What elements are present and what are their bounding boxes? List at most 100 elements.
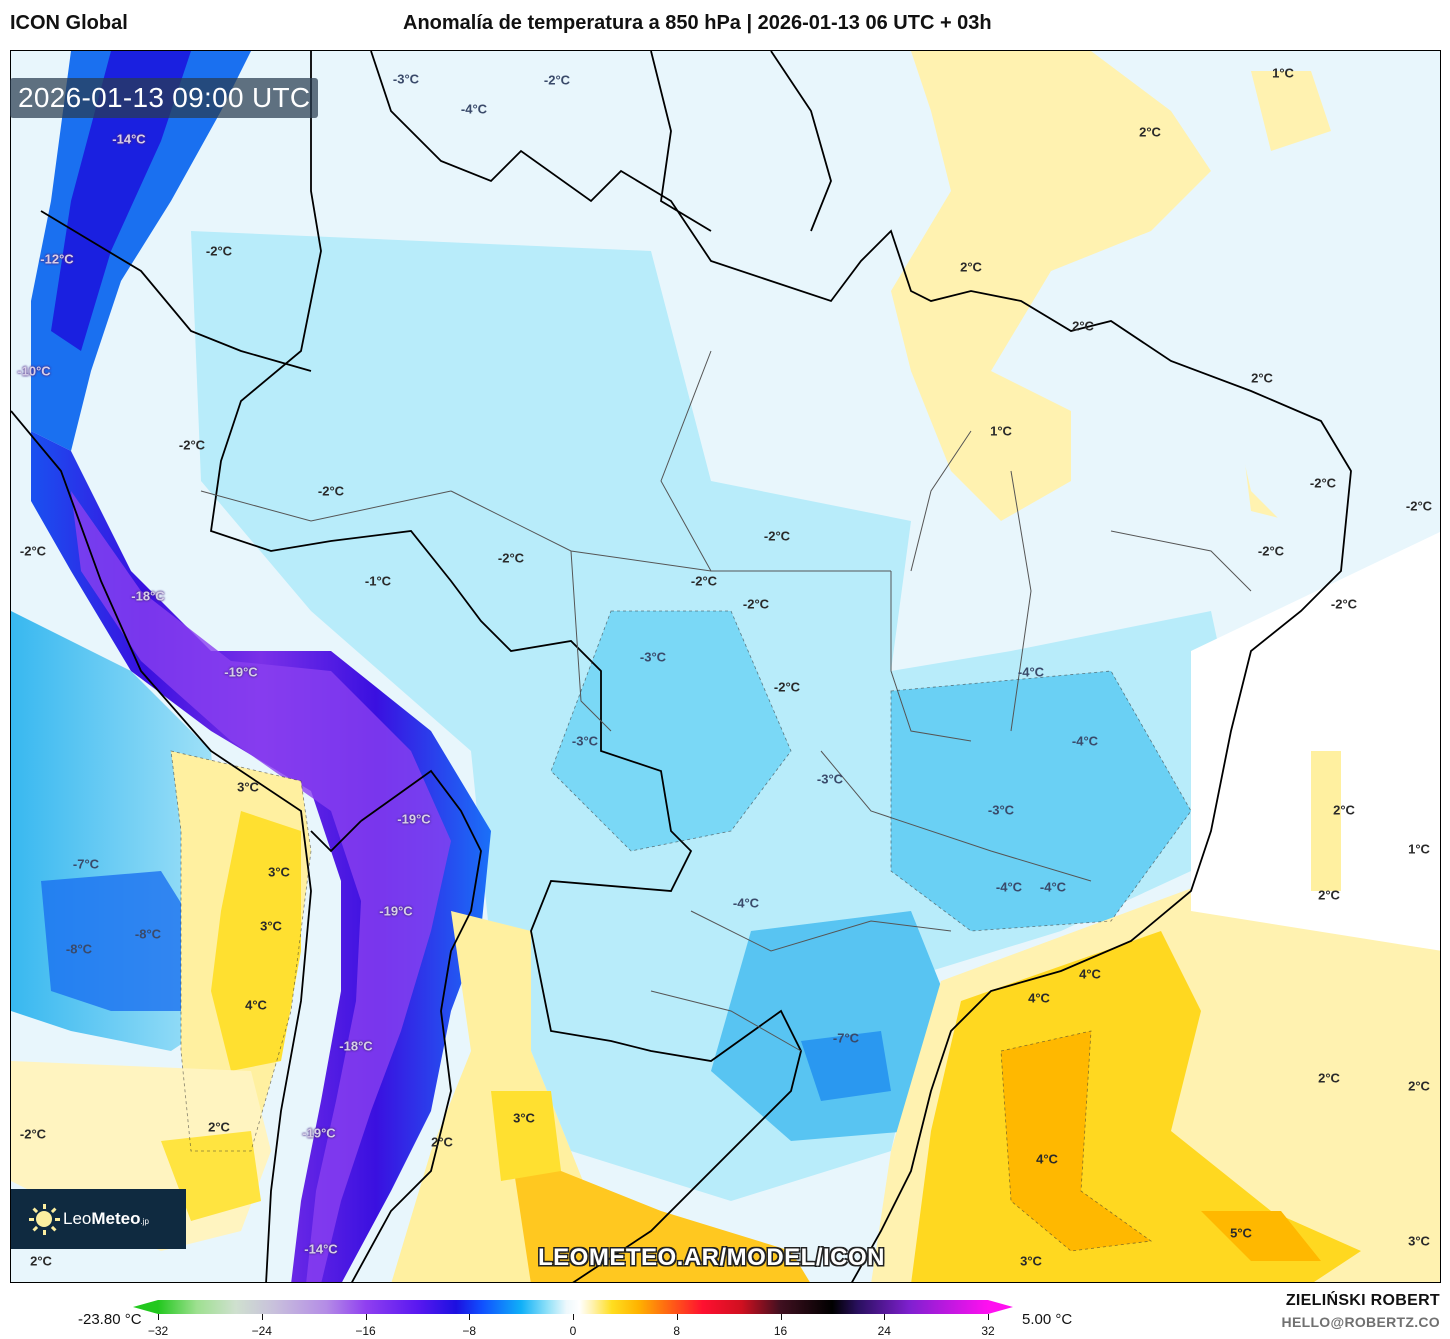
author-email[interactable]: HELLO@ROBERTZ.CO [1281, 1314, 1440, 1330]
contour-label: -3°C [392, 71, 420, 87]
contour-label: -2°C [205, 243, 233, 259]
contour-label: -14°C [112, 131, 146, 147]
contour-label: -4°C [1039, 879, 1067, 895]
colorbar-tick [469, 1314, 471, 1320]
colorbar-tick [780, 1314, 782, 1320]
contour-label: -4°C [1017, 664, 1045, 680]
contour-label: -2°C [497, 550, 525, 566]
colorbar-tick-label: −16 [355, 1324, 376, 1338]
colorbar-tick-label: 24 [877, 1324, 891, 1338]
watermark-url: LEOMETEO.AR/MODEL/ICON [538, 1244, 885, 1271]
colorbar-max-arrow [988, 1300, 1013, 1314]
contour-label: 2°C [1318, 1070, 1340, 1086]
contour-label: 3°C [237, 779, 259, 795]
contour-label: -19°C [224, 664, 258, 680]
colorbar [133, 1300, 1013, 1314]
colorbar-tick-label: 32 [981, 1324, 995, 1338]
colorbar-tick [573, 1314, 574, 1320]
colorbar-tick [676, 1314, 678, 1320]
contour-label: -2°C [19, 1126, 47, 1142]
contour-label: -4°C [460, 101, 488, 117]
valid-time-badge: 2026-01-13 09:00 UTC [10, 78, 319, 118]
colorbar-tick [884, 1314, 886, 1320]
contour-label: -14°C [304, 1241, 338, 1257]
contour-label: -3°C [987, 802, 1015, 818]
contour-label: -2°C [742, 596, 770, 612]
contour-label: -8°C [65, 941, 93, 957]
contour-label: 1°C [1408, 841, 1430, 857]
app-title: ICON Global [10, 12, 128, 34]
contour-label: -2°C [317, 483, 345, 499]
contour-label: -3°C [639, 649, 667, 665]
contour-label: -18°C [131, 588, 165, 604]
contour-label: 3°C [268, 864, 290, 880]
contour-label: 3°C [260, 918, 282, 934]
contour-label: 2°C [30, 1253, 52, 1269]
contour-label: 2°C [960, 259, 982, 275]
contour-label: 5°C [1230, 1225, 1252, 1241]
chart-title: Anomalía de temperatura a 850 hPa | 2026… [403, 12, 992, 34]
contour-label: 4°C [1036, 1151, 1058, 1167]
contour-label: -10°C [17, 363, 51, 379]
colorbar-tick-label: 0 [569, 1324, 577, 1338]
colorbar-tick-label: −32 [147, 1324, 169, 1338]
map-canvas [11, 51, 1440, 1282]
colorbar-min-label: -23.80 °C [78, 1311, 142, 1328]
contour-label: -7°C [832, 1030, 860, 1046]
contour-label: -7°C [72, 856, 100, 872]
contour-label: -2°C [1257, 543, 1285, 559]
sun-icon [28, 1203, 60, 1235]
contour-label: 3°C [1020, 1253, 1042, 1269]
contour-label: 2°C [1251, 370, 1273, 386]
contour-label: -3°C [571, 733, 599, 749]
contour-label: -18°C [339, 1038, 373, 1054]
colorbar-max-label: 5.00 °C [1022, 1311, 1073, 1328]
colorbar-tick-label: 16 [773, 1324, 788, 1338]
contour-label: 4°C [1079, 966, 1101, 982]
contour-label: 2°C [1072, 318, 1094, 334]
contour-label: -3°C [816, 771, 844, 787]
contour-label: -2°C [178, 437, 206, 453]
contour-label: -19°C [379, 903, 413, 919]
colorbar-tick-label: −24 [251, 1324, 272, 1338]
colorbar-tick [158, 1314, 159, 1320]
contour-label: -12°C [40, 251, 74, 267]
contour-label: 2°C [1333, 802, 1355, 818]
contour-label: -2°C [19, 543, 47, 559]
contour-label: -2°C [1330, 596, 1358, 612]
colorbar-tick [261, 1314, 263, 1320]
contour-label: 4°C [1028, 990, 1050, 1006]
colorbar-tick-label: 8 [673, 1324, 681, 1338]
contour-label: 2°C [1408, 1078, 1430, 1094]
contour-label: -2°C [1309, 475, 1337, 491]
contour-label: 2°C [431, 1134, 453, 1150]
contour-label: -8°C [134, 926, 162, 942]
contour-label: 1°C [990, 423, 1012, 439]
contour-label: 3°C [1408, 1233, 1430, 1249]
contour-label: -19°C [302, 1125, 336, 1141]
contour-label: 4°C [245, 997, 267, 1013]
contour-label: -2°C [763, 528, 791, 544]
contour-label: -19°C [397, 811, 431, 827]
leometeo-logo[interactable]: LeoMeteo.jp [11, 1189, 186, 1249]
contour-label: 2°C [1318, 887, 1340, 903]
contour-label: 2°C [208, 1119, 230, 1135]
contour-label: -2°C [543, 72, 571, 88]
colorbar-tick [365, 1314, 367, 1320]
colorbar-min-arrow [133, 1300, 158, 1314]
logo-text: LeoMeteo.jp [63, 1209, 149, 1228]
contour-label: 2°C [1139, 124, 1161, 140]
contour-label: -2°C [1405, 498, 1433, 514]
colorbar-tick [988, 1314, 989, 1320]
colorbar-tick-label: −8 [462, 1324, 477, 1338]
temperature-anomaly-map[interactable]: -3°C -2°C -4°C 1°C -14°C 2°C -2°C -12°C 2°C 2°C -1… [10, 50, 1441, 1283]
contour-label: -2°C [690, 573, 718, 589]
contour-label: -4°C [732, 895, 760, 911]
author-name: ZIELIŃSKI ROBERT [1285, 1292, 1440, 1309]
contour-label: -4°C [1071, 733, 1099, 749]
contour-label: 1°C [1272, 65, 1294, 81]
contour-label: -4°C [995, 879, 1023, 895]
contour-label: 3°C [513, 1110, 535, 1126]
contour-label: -2°C [773, 679, 801, 695]
contour-label: -1°C [364, 573, 392, 589]
